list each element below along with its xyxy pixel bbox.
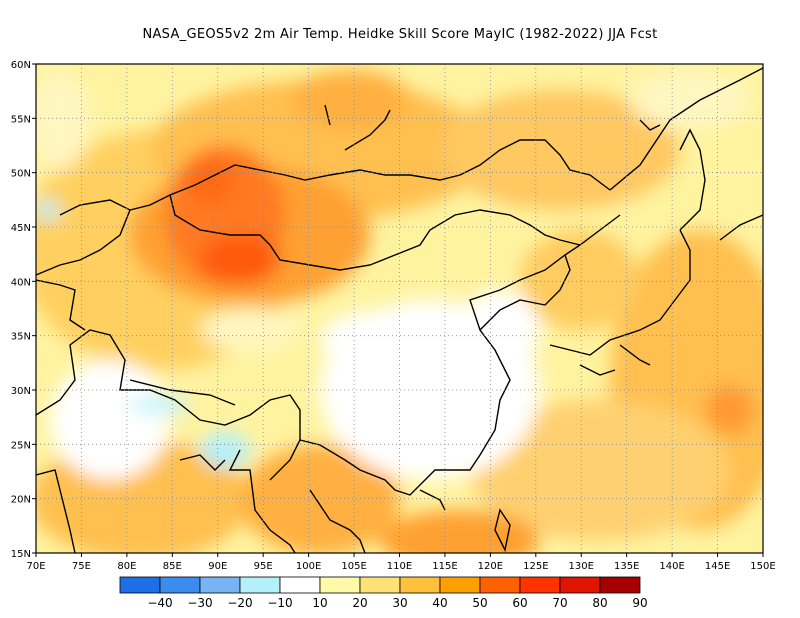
colorbar-swatch <box>319 576 361 594</box>
lat-tick-label: 55N <box>11 114 31 125</box>
colorbar-label: −40 <box>147 596 172 610</box>
lon-tick-label: 135E <box>614 561 639 572</box>
lon-tick-label: 80E <box>117 561 136 572</box>
colorbar-swatch <box>519 576 561 594</box>
lat-tick-label: 45N <box>11 223 31 234</box>
colorbar-label: 60 <box>512 596 527 610</box>
lon-tick-label: 140E <box>659 561 684 572</box>
lat-tick-label: 60N <box>11 60 31 71</box>
colorbar-swatch <box>279 576 321 594</box>
map-title: NASA_GEOS5v2 2m Air Temp. Heidke Skill S… <box>142 27 658 42</box>
lon-tick-label: 145E <box>705 561 730 572</box>
colorbar-label: 50 <box>472 596 487 610</box>
colorbar-label: 20 <box>352 596 367 610</box>
colorbar-swatch <box>439 576 481 594</box>
skill-score-field <box>36 64 763 553</box>
colorbar-swatch <box>199 576 241 594</box>
lon-tick-label: 75E <box>72 561 91 572</box>
colorbar-label: 90 <box>632 596 647 610</box>
lon-tick-label: 110E <box>387 561 412 572</box>
coastline-layer <box>36 67 763 553</box>
lon-tick-label: 105E <box>341 561 366 572</box>
colorbar-swatch <box>119 576 161 594</box>
colorbar-label: 70 <box>552 596 567 610</box>
lon-tick-label: 90E <box>208 561 227 572</box>
axis-tick-labels: 70E 75E 80E 85E 90E 95E 100E 105E 110E 115E 120E 12… <box>11 60 776 572</box>
lon-tick-label: 150E <box>750 561 775 572</box>
colorbar-label: −20 <box>227 596 252 610</box>
colorbar-swatch <box>599 576 641 594</box>
lat-tick-label: 20N <box>11 495 31 506</box>
colorbar-swatch <box>159 576 201 594</box>
lat-tick-label: 30N <box>11 386 31 397</box>
lon-tick-label: 115E <box>432 561 457 572</box>
lon-tick-label: 130E <box>569 561 594 572</box>
colorbar-swatch <box>479 576 521 594</box>
colorbar-label: −30 <box>187 596 212 610</box>
colorbar-label: 30 <box>392 596 407 610</box>
lat-tick-label: 15N <box>11 549 31 560</box>
lon-tick-label: 100E <box>296 561 321 572</box>
colorbar-swatch <box>399 576 441 594</box>
lon-tick-label: 85E <box>163 561 182 572</box>
lat-tick-label: 50N <box>11 169 31 180</box>
colorbar-swatch <box>559 576 601 594</box>
lat-lon-grid <box>36 64 763 553</box>
lon-tick-label: 95E <box>254 561 273 572</box>
colorbar-label: 40 <box>432 596 447 610</box>
colorbar-swatch <box>239 576 281 594</box>
colorbar: −40 −30 −20 −10 10 20 30 40 50 60 70 80 90 <box>119 576 648 610</box>
lat-tick-label: 25N <box>11 440 31 451</box>
colorbar-label: 80 <box>592 596 607 610</box>
lat-tick-label: 40N <box>11 277 31 288</box>
lat-tick-label: 35N <box>11 332 31 343</box>
lon-tick-label: 125E <box>523 561 548 572</box>
colorbar-swatch <box>359 576 401 594</box>
colorbar-label: 10 <box>312 596 327 610</box>
lon-tick-label: 120E <box>478 561 503 572</box>
colorbar-label: −10 <box>267 596 292 610</box>
lon-tick-label: 70E <box>26 561 45 572</box>
